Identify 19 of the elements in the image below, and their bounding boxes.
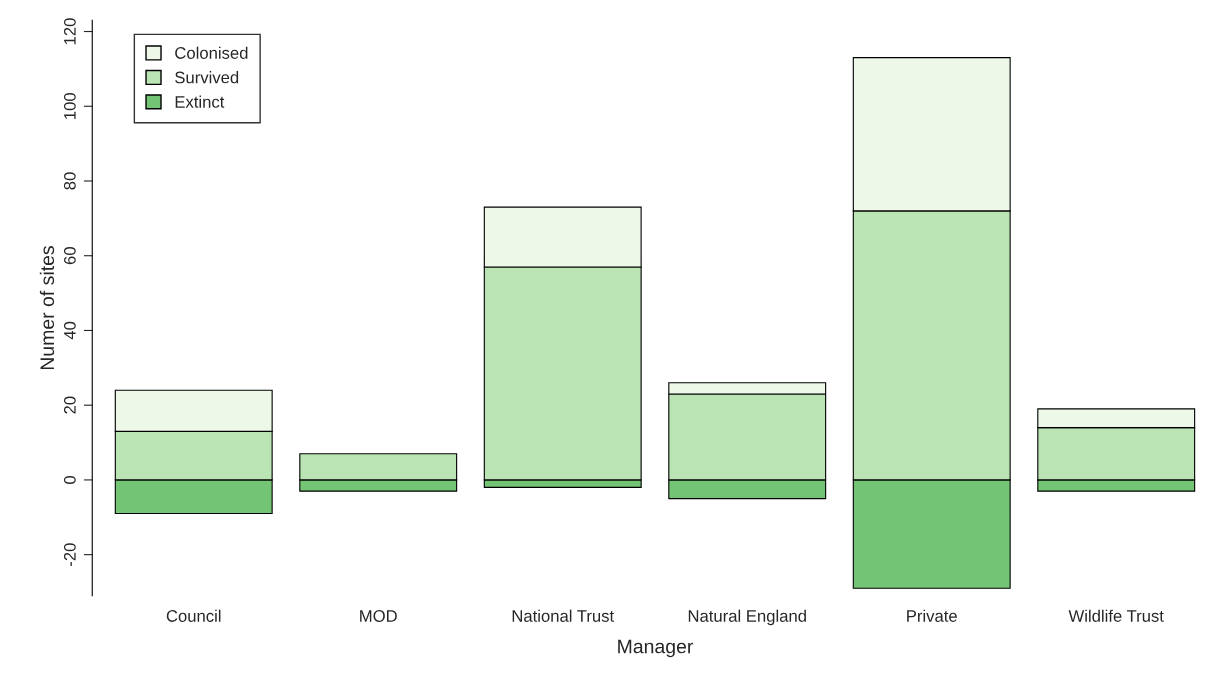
y-tick-label: 120 [63,18,76,45]
y-tick-label: 100 [63,93,76,119]
y-axis-title: Numer of sites [39,246,55,370]
legend-label: Survived [175,71,239,84]
y-tick-label: 20 [63,396,76,414]
y-tick-label: 80 [63,172,76,190]
x-tick-label: National Trust [512,609,615,622]
y-tick-label: 0 [63,475,76,484]
y-tick-label: -20 [63,543,76,566]
y-tick-label: 40 [63,321,76,340]
x-tick-label: Wildlife Trust [1068,609,1164,622]
x-tick-label: Natural England [688,609,806,626]
x-axis-title: Manager [618,639,694,658]
y-tick-label: 60 [63,247,76,265]
legend-label: Extinct [175,95,225,108]
legend-label: Colonised [175,46,248,59]
x-tick-label: Private [907,609,957,622]
x-tick-label: MOD [360,610,397,622]
x-tick-label: Council [166,609,221,622]
